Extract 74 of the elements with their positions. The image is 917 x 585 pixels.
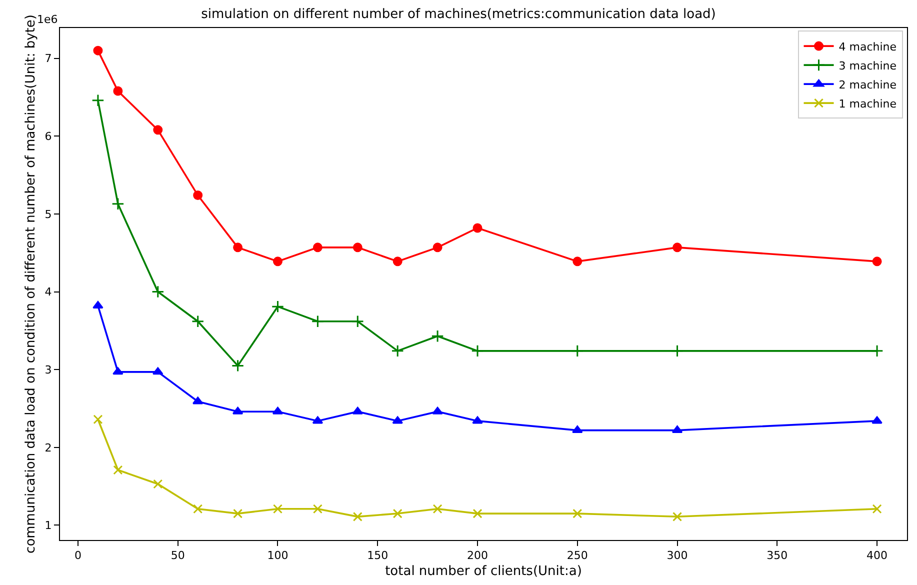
x-tick-label: 150 <box>367 549 388 562</box>
point <box>352 242 362 252</box>
point <box>152 367 164 375</box>
point <box>112 367 124 375</box>
point <box>112 198 124 210</box>
point <box>571 344 584 358</box>
point <box>311 315 324 328</box>
point <box>153 125 163 135</box>
point <box>272 504 282 514</box>
point <box>113 465 123 475</box>
point <box>233 242 243 252</box>
point <box>572 256 582 266</box>
point <box>572 508 582 518</box>
point <box>472 416 483 424</box>
point <box>233 508 243 518</box>
point <box>672 242 682 252</box>
point <box>153 479 163 489</box>
point <box>472 223 482 233</box>
point <box>572 426 583 434</box>
point <box>670 344 684 358</box>
x-axis-title: total number of clients(Unit:a) <box>385 564 582 579</box>
x-tick-label: 50 <box>170 549 185 562</box>
point <box>312 242 322 252</box>
point <box>392 416 403 424</box>
point <box>431 330 444 342</box>
y-tick-label: 2 <box>44 441 52 454</box>
x-tick-label: 100 <box>267 549 288 562</box>
point <box>392 508 402 518</box>
point <box>271 300 284 313</box>
y-axis-title: communication data load on condition of different number of machines(Unit: byte) <box>24 14 39 554</box>
point <box>472 508 482 518</box>
y-tick-label: 3 <box>44 363 52 376</box>
x-tick-label: 250 <box>566 549 588 562</box>
x-tick-label: 400 <box>866 549 888 562</box>
point <box>352 512 362 522</box>
point <box>93 414 103 424</box>
x-tick-label: 300 <box>666 549 688 562</box>
point <box>471 344 484 358</box>
legend-label: 2 machine <box>838 78 897 92</box>
point <box>870 344 884 358</box>
point <box>872 416 882 424</box>
point <box>93 46 103 56</box>
point <box>432 504 442 514</box>
point <box>92 94 104 107</box>
y-tick-label: 6 <box>44 130 52 144</box>
point <box>432 242 442 252</box>
point <box>351 315 364 328</box>
y-tick-label: 4 <box>44 286 52 299</box>
point <box>312 504 322 514</box>
y-tick-label: 5 <box>44 208 52 221</box>
x-tick-label: 200 <box>467 549 488 562</box>
text: 1e6 <box>37 13 58 26</box>
point <box>872 256 882 266</box>
y-tick-label: 7 <box>44 52 52 66</box>
point <box>152 285 164 298</box>
chart-title: simulation on different number of machines(metrics:communication data load) <box>201 6 716 22</box>
x-tick-label: 0 <box>74 549 82 562</box>
point <box>672 512 682 522</box>
point <box>113 86 123 96</box>
point <box>231 359 244 372</box>
point <box>872 504 882 514</box>
point <box>193 504 203 514</box>
point <box>272 256 282 266</box>
legend-label: 3 machine <box>838 59 897 72</box>
point <box>432 406 443 414</box>
x-tick-label: 350 <box>766 549 788 562</box>
y-tick-label: 1 <box>44 519 52 532</box>
legend-label: 4 machine <box>838 40 897 54</box>
point <box>191 315 204 328</box>
point <box>92 301 104 309</box>
point <box>193 190 203 200</box>
legend-label: 1 machine <box>838 97 897 110</box>
point <box>392 256 402 266</box>
point <box>391 344 404 358</box>
